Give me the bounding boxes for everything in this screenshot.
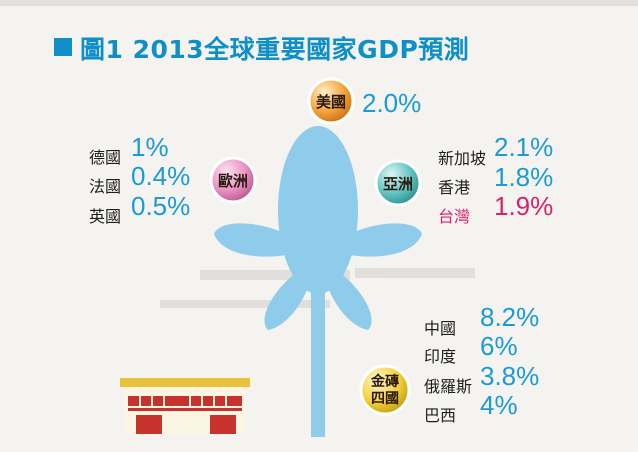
plant-right-upper-leaf — [324, 223, 422, 257]
svg-text:亞洲: 亞洲 — [383, 175, 413, 193]
value-hongkong: 1.8% — [494, 162, 554, 192]
value-france: 0.4% — [131, 161, 191, 191]
value-usa: 2.0% — [362, 88, 422, 118]
value-india: 6% — [480, 331, 518, 361]
value-singapore: 2.1% — [494, 132, 554, 162]
label-uk: 英國 — [89, 207, 122, 226]
background-decoration — [0, 0, 638, 308]
label-india: 印度 — [424, 347, 457, 366]
label-china: 中國 — [424, 319, 457, 338]
badge-brics: 金磚 四國 — [359, 364, 411, 416]
badge-usa: 美國 — [307, 77, 355, 125]
chart-title: 圖1 2013全球重要國家GDP預測 — [80, 35, 470, 64]
badge-europe: 歐洲 — [209, 156, 257, 204]
label-singapore: 新加坡 — [438, 149, 487, 168]
title-marker — [54, 38, 72, 56]
label-hongkong: 香港 — [438, 178, 471, 197]
value-brazil: 4% — [480, 390, 518, 420]
badge-asia: 亞洲 — [374, 159, 422, 207]
svg-text:四國: 四國 — [371, 391, 399, 407]
plant-stem — [311, 215, 325, 437]
value-taiwan: 1.9% — [494, 191, 554, 221]
label-russia: 俄羅斯 — [424, 377, 473, 396]
label-brazil: 巴西 — [424, 406, 457, 425]
label-france: 法國 — [89, 177, 122, 196]
label-taiwan: 台灣 — [438, 207, 471, 226]
plant-right-lower-leaf — [323, 262, 372, 330]
value-germany: 1% — [131, 132, 169, 162]
building-illustration — [120, 378, 250, 434]
svg-text:歐洲: 歐洲 — [218, 172, 248, 190]
value-uk: 0.5% — [131, 191, 191, 221]
plant-left-lower-leaf — [264, 262, 313, 330]
plant-left-upper-leaf — [214, 223, 312, 257]
value-russia: 3.8% — [480, 361, 540, 391]
value-china: 8.2% — [480, 302, 540, 332]
label-germany: 德國 — [89, 148, 122, 167]
svg-text:金磚: 金磚 — [370, 373, 399, 390]
svg-text:美國: 美國 — [316, 93, 346, 111]
plant-illustration — [214, 126, 422, 437]
